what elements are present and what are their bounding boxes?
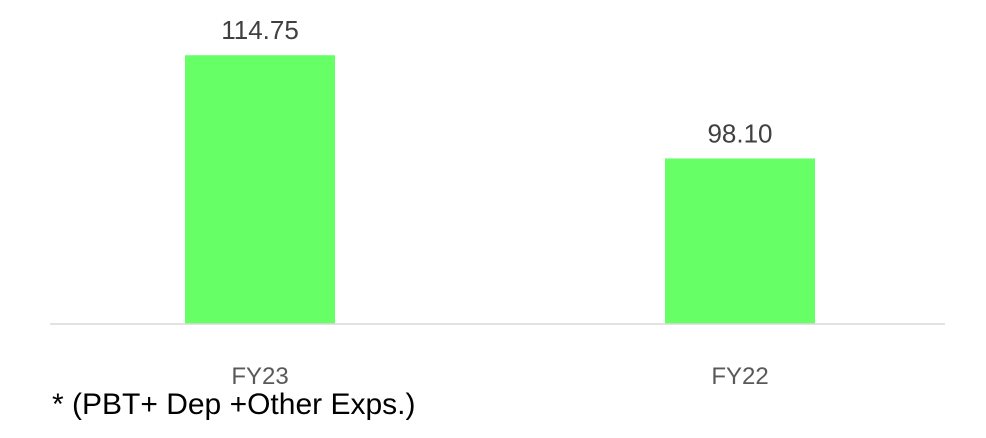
value-label-fy22: 98.10: [707, 118, 772, 148]
bar-fy22: [665, 158, 815, 324]
value-labels-group: 114.75 98.10: [221, 15, 772, 148]
category-label-fy22: FY22: [711, 363, 768, 390]
bars-group: [185, 55, 815, 324]
category-label-fy23: FY23: [231, 363, 288, 390]
value-label-fy23: 114.75: [221, 15, 299, 45]
chart-footnote: * (PBT+ Dep +Other Exps.): [52, 388, 416, 421]
bar-fy23: [185, 55, 335, 324]
category-labels-group: FY23 FY22: [231, 363, 768, 390]
